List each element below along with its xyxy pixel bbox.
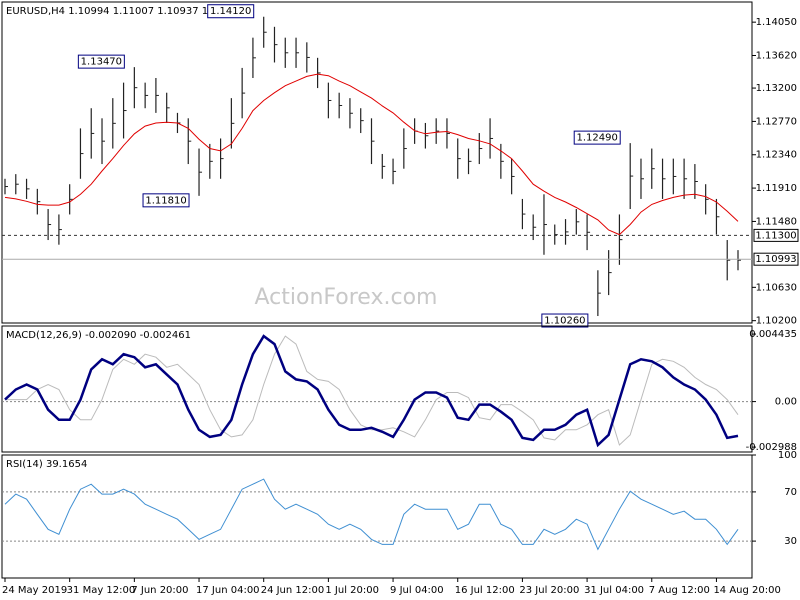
y-tick-label: 1.11480 <box>756 216 797 227</box>
indicator-line <box>4 478 739 551</box>
y-tick-label: 1.12340 <box>756 150 797 161</box>
x-tick-label: 7 Jun 20:00 <box>131 585 188 596</box>
x-tick-label: 24 Jun 12:00 <box>261 585 325 596</box>
extreme-label-box <box>77 54 125 69</box>
extreme-label: 1.10260 <box>544 316 585 327</box>
y-tick-label: 1.10200 <box>756 316 797 327</box>
extreme-label-box <box>207 4 255 19</box>
extreme-label-box <box>573 130 621 145</box>
moving-average <box>4 73 739 236</box>
extreme-label-box <box>142 193 190 208</box>
y-tick-label: 1.11910 <box>756 183 797 194</box>
y-tick-label: 1.13620 <box>756 51 797 62</box>
y-tick-label: 1.14050 <box>756 17 797 28</box>
extreme-label: 1.14120 <box>210 6 251 17</box>
price-label: 1.11300 <box>755 230 796 241</box>
x-tick-label: 23 Jul 20:00 <box>519 585 579 596</box>
x-tick-label: 31 May 12:00 <box>67 585 136 596</box>
x-tick-label: 9 Jul 04:00 <box>390 585 444 596</box>
extreme-label: 1.13470 <box>81 57 122 68</box>
x-tick-label: 7 Aug 12:00 <box>649 585 710 596</box>
panel-title: MACD(12,26,9) -0.002090 -0.002461 <box>6 330 191 341</box>
y-tick-label: 1.12770 <box>756 116 797 127</box>
x-tick-label: 24 May 2019 <box>2 585 67 596</box>
panel-frame <box>1 454 753 579</box>
panel-title: RSI(14) 39.1654 <box>6 459 87 470</box>
indicator-line <box>5 335 739 446</box>
extreme-label: 1.11810 <box>145 195 186 206</box>
watermark: ActionForex.com <box>255 285 438 310</box>
x-tick-label: 1 Jul 20:00 <box>325 585 379 596</box>
x-tick-label: 14 Aug 20:00 <box>713 585 780 596</box>
y-tick-label: 100 <box>778 450 797 461</box>
price-label-box <box>753 252 799 266</box>
y-tick-label: -0.002988 <box>746 442 797 453</box>
panel-frame <box>1 1 753 324</box>
y-tick-label: 1.13200 <box>756 83 797 94</box>
indicator-line <box>4 334 739 448</box>
panel-title: EURUSD,H4 1.10994 1.11007 1.10937 1.1099… <box>6 6 243 17</box>
y-tick-label: 0.00 <box>775 397 797 408</box>
x-tick-label: 31 Jul 04:00 <box>584 585 644 596</box>
extreme-label: 1.12490 <box>577 133 618 144</box>
y-tick-label: 0.004435 <box>749 329 797 340</box>
x-tick-label: 16 Jul 12:00 <box>455 585 515 596</box>
x-tick-label: 17 Jun 04:00 <box>196 585 260 596</box>
y-tick-label: 1.10630 <box>756 282 797 293</box>
panel-frame <box>1 325 753 453</box>
extreme-label-box <box>541 313 589 328</box>
price-label-box <box>753 228 799 242</box>
price-label: 1.10993 <box>755 254 796 265</box>
y-tick-label: 70 <box>784 487 797 498</box>
y-tick-label: 30 <box>784 536 797 547</box>
